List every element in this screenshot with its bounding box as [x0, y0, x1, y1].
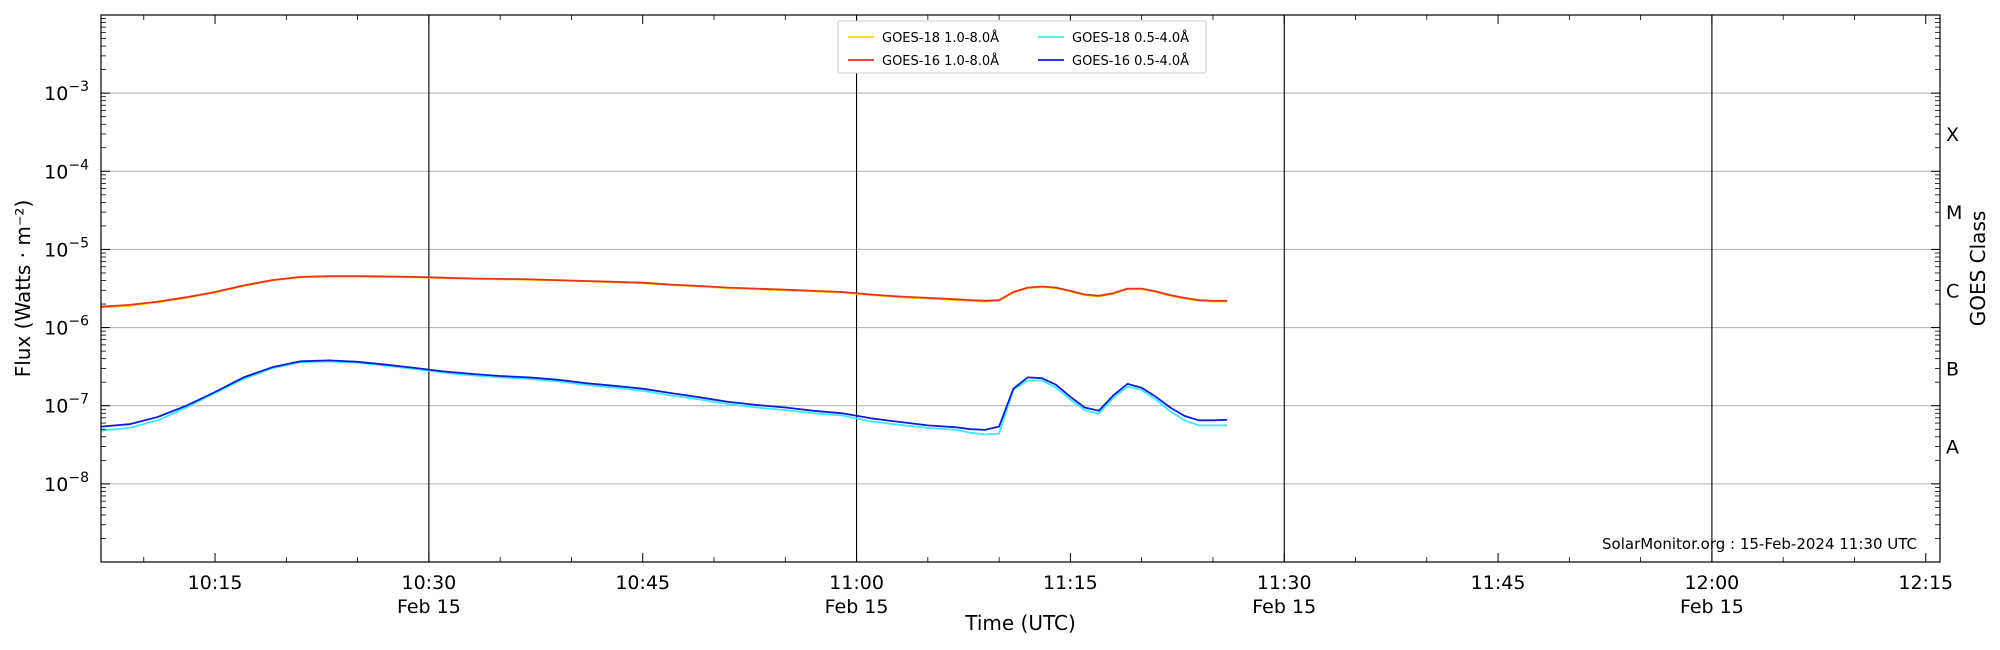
series-line-1 — [100, 275, 1228, 308]
x-tick-label: 11:45 — [1471, 572, 1526, 594]
goes-class-label: X — [1946, 124, 1959, 146]
source-annotation: SolarMonitor.org : 15-Feb-2024 11:30 UTC — [1602, 535, 1917, 553]
x-tick-label: 12:15 — [1898, 572, 1953, 594]
y-tick-base: 10 — [44, 318, 68, 340]
y-axis-title: Flux (Watts · m⁻²) — [11, 200, 35, 378]
y-tick-exponent: −4 — [68, 157, 89, 173]
grid-layer — [101, 92, 1940, 485]
y-tick-label: 10−6 — [44, 314, 89, 340]
vertical-lines-layer — [428, 15, 1713, 562]
x-tick-date-label: Feb 15 — [825, 596, 889, 618]
plot-frame — [100, 14, 1941, 563]
goes-class-axis-title: GOES Class — [1966, 211, 1990, 327]
x-tick-label: 12:00 — [1685, 572, 1740, 594]
x-tick-label: 11:30 — [1257, 572, 1312, 594]
y-tick-base: 10 — [44, 239, 68, 261]
y-tick-exponent: −5 — [68, 235, 89, 251]
y-tick-label: 10−4 — [44, 157, 89, 183]
series-layer — [100, 275, 1228, 436]
x-tick-label: 11:15 — [1043, 572, 1098, 594]
x-tick-label: 10:30 — [402, 572, 457, 594]
x-tick-date-label: Feb 15 — [1680, 596, 1744, 618]
y-tick-label: 10−7 — [44, 392, 89, 418]
y-tick-base: 10 — [44, 474, 68, 496]
y-tick-base: 10 — [44, 161, 68, 183]
legend-label-2: GOES-18 0.5-4.0Å — [1072, 30, 1189, 46]
y-tick-label: 10−5 — [44, 235, 89, 261]
y-tick-exponent: −6 — [68, 314, 89, 330]
x-axis-title: Time (UTC) — [964, 611, 1076, 635]
x-tick-date-label: Feb 15 — [397, 596, 461, 618]
legend-box — [837, 20, 1207, 74]
series-line-2 — [100, 360, 1228, 436]
legend-label-3: GOES-16 0.5-4.0Å — [1072, 53, 1189, 69]
y-tick-exponent: −3 — [68, 79, 89, 95]
x-tick-date-label: Feb 15 — [1252, 596, 1316, 618]
x-tick-label: 10:15 — [188, 572, 243, 594]
legend: GOES-18 1.0-8.0Å GOES-16 1.0-8.0Å GOES-18 … — [837, 20, 1207, 74]
goes-class-label: A — [1946, 437, 1959, 459]
y-tick-exponent: −8 — [68, 470, 89, 486]
y-tick-exponent: −7 — [68, 392, 89, 408]
x-tick-label: 11:00 — [829, 572, 884, 594]
legend-label-1: GOES-16 1.0-8.0Å — [882, 53, 999, 69]
y-tick-base: 10 — [44, 396, 68, 418]
y-tick-label: 10−8 — [44, 470, 89, 496]
legend-label-0: GOES-18 1.0-8.0Å — [882, 30, 999, 46]
y-tick-label: 10−3 — [44, 79, 89, 105]
series-line-3 — [100, 359, 1228, 431]
goes-class-label: B — [1946, 358, 1959, 380]
y-tick-base: 10 — [44, 83, 68, 105]
x-tick-label: 10:45 — [615, 572, 670, 594]
goes-class-label: M — [1946, 202, 1962, 224]
goes-class-label: C — [1946, 280, 1959, 302]
